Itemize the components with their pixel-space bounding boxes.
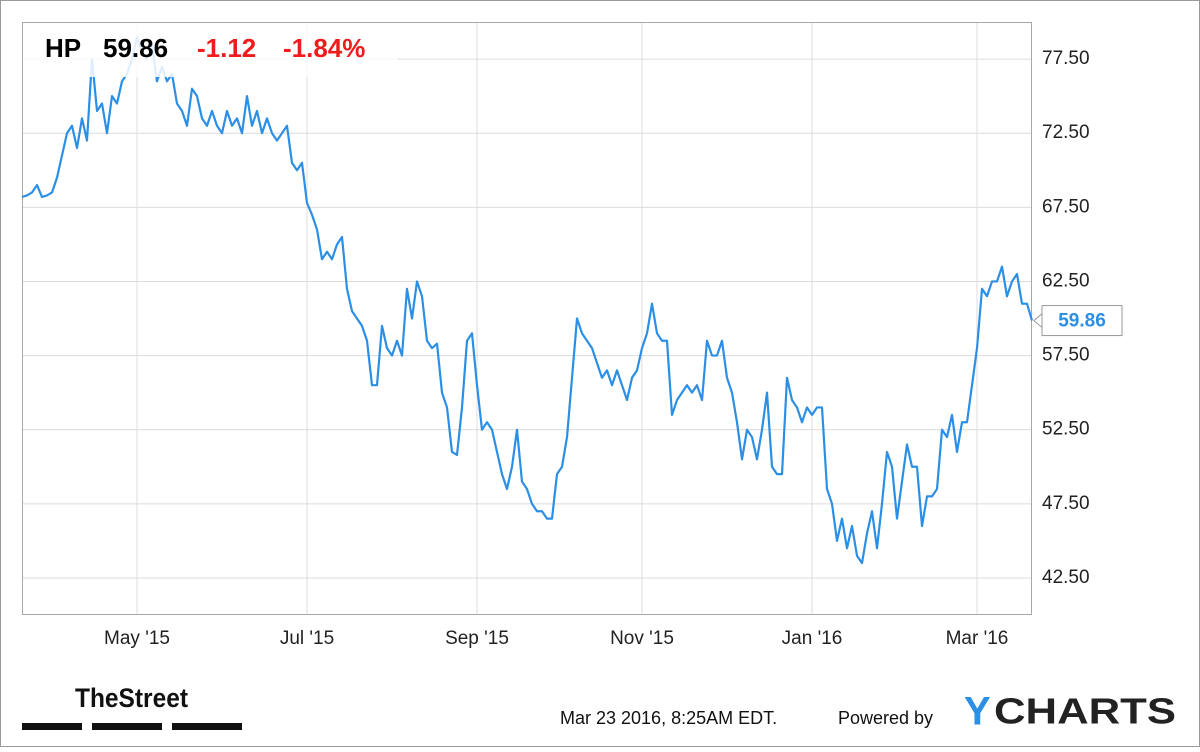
grid [22,22,1032,615]
header: HP 59.86 -1.12 -1.84% [23,23,398,77]
plot [21,35,1034,565]
last-value-label: 59.86 [1058,311,1106,332]
change: -1.12 [197,33,256,63]
price-line [21,35,1034,565]
last-value-box [1041,305,1123,337]
y-tick-label: 42.50 [1042,567,1090,588]
header-backdrop [23,23,398,77]
y-tick-label: 47.50 [1042,493,1090,514]
x-tick-label: May '15 [104,628,170,649]
x-tick-label: Nov '15 [610,628,674,649]
y-tick-label: 52.50 [1042,419,1090,440]
y-tick-label: 67.50 [1042,196,1090,217]
brand-mark: Y [964,690,991,734]
powered-by: Powered by [838,708,933,728]
change-percent: -1.84% [283,33,365,63]
y-tick-label: 57.50 [1042,345,1090,366]
ticker: HP [45,33,81,63]
brand-text: CHARTS [994,691,1176,732]
logo-bar [172,723,242,730]
y-tick-label: 77.50 [1042,48,1090,69]
x-tick-label: Sep '15 [445,628,509,649]
x-tick-label: Jul '15 [280,628,334,649]
y-tick-label: 62.50 [1042,270,1090,291]
x-tick-label: Mar '16 [946,628,1009,649]
footer: TheStreet Mar 23 2016, 8:25AM EDT. Power… [22,683,1176,734]
logo-bar [22,723,82,730]
logo: TheStreet [75,683,188,713]
logo-bar [92,723,162,730]
timestamp: Mar 23 2016, 8:25AM EDT. [560,708,777,728]
price: 59.86 [103,33,168,63]
y-tick-label: 72.50 [1042,122,1090,143]
x-tick-label: Jan '16 [782,628,843,649]
